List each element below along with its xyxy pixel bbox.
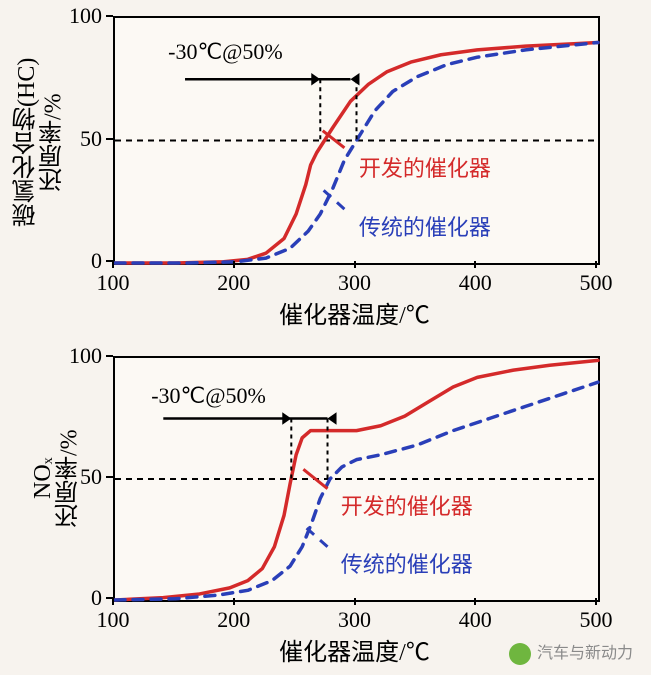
legend-conv: 传统的催化器 bbox=[341, 547, 473, 579]
annotation-label: -30℃@50% bbox=[168, 39, 283, 65]
xtick-label: 400 bbox=[459, 270, 492, 296]
xtick-mark bbox=[112, 261, 114, 268]
xtick-mark bbox=[595, 598, 597, 605]
ytick-label: 100 bbox=[69, 3, 102, 29]
xtick-label: 200 bbox=[217, 270, 250, 296]
x-axis-label: 催化器温度/℃ bbox=[113, 295, 596, 330]
xtick-label: 300 bbox=[338, 270, 371, 296]
xtick-label: 200 bbox=[217, 607, 250, 633]
xtick-label: 400 bbox=[459, 607, 492, 633]
ytick-label: 0 bbox=[91, 585, 102, 611]
ytick-mark bbox=[106, 476, 113, 478]
xtick-mark bbox=[233, 598, 235, 605]
ytick-label: 50 bbox=[80, 464, 102, 490]
ytick-mark bbox=[106, 260, 113, 262]
xtick-label: 300 bbox=[338, 607, 371, 633]
annotation-label: -30℃@50% bbox=[151, 383, 266, 409]
ytick-label: 50 bbox=[80, 126, 102, 152]
legend-dev: 开发的催化器 bbox=[359, 151, 491, 183]
xtick-mark bbox=[474, 261, 476, 268]
xtick-mark bbox=[354, 598, 356, 605]
ytick-mark bbox=[106, 15, 113, 17]
xtick-label: 500 bbox=[580, 607, 613, 633]
xtick-mark bbox=[354, 261, 356, 268]
y-axis-label: NOₓ还原率/% bbox=[30, 376, 83, 581]
y-axis-label: 碳氢化合物(HC)还原率/% bbox=[14, 30, 67, 255]
ytick-mark bbox=[106, 138, 113, 140]
x-axis-label: 催化器温度/℃ bbox=[113, 632, 596, 667]
chart-plot: -30℃@50% 开发的催化器传统的催化器 bbox=[113, 356, 600, 602]
xtick-mark bbox=[474, 598, 476, 605]
xtick-mark bbox=[233, 261, 235, 268]
ytick-label: 0 bbox=[91, 248, 102, 274]
legend-conv: 传统的催化器 bbox=[359, 210, 491, 242]
ytick-mark bbox=[106, 355, 113, 357]
ytick-mark bbox=[106, 597, 113, 599]
xtick-mark bbox=[595, 261, 597, 268]
legend-dev: 开发的催化器 bbox=[341, 489, 473, 521]
ytick-label: 100 bbox=[69, 343, 102, 369]
xtick-mark bbox=[112, 598, 114, 605]
chart-plot: -30℃@50% 开发的催化器传统的催化器 bbox=[113, 16, 600, 265]
xtick-label: 500 bbox=[580, 270, 613, 296]
